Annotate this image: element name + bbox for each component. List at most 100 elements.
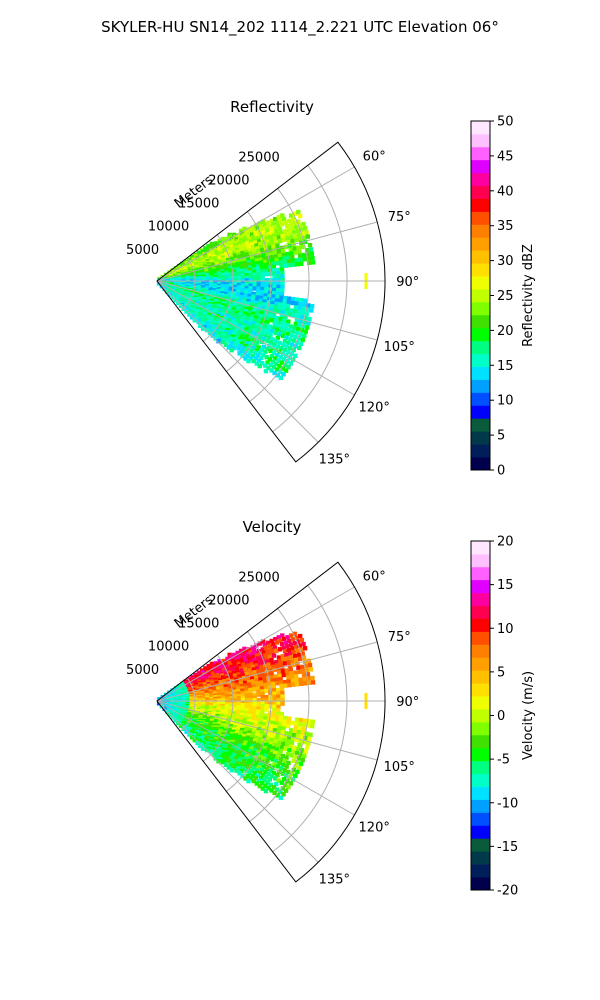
radar-gate: [247, 771, 252, 776]
radar-gate: [289, 655, 294, 660]
radar-gate: [261, 772, 266, 778]
radar-gate: [239, 292, 245, 297]
radar-gate: [279, 715, 284, 720]
radar-gate: [276, 323, 281, 329]
radar-gate: [240, 334, 245, 339]
radar-gate: [287, 682, 292, 688]
radar-gate: [252, 695, 258, 700]
radar-gate: [238, 297, 244, 302]
radar-gate: [279, 267, 285, 272]
radar-gate: [270, 255, 275, 260]
radar-gate: [278, 748, 283, 754]
radar-gate: [243, 295, 248, 301]
radar-gate: [247, 730, 252, 735]
radar-gate: [267, 744, 272, 749]
radar-gate: [262, 642, 267, 647]
colorbar-segment: [471, 605, 490, 619]
radar-gate: [235, 247, 240, 253]
radar-gate: [285, 307, 290, 312]
radar-gate: [238, 750, 243, 755]
radar-gate: [263, 293, 268, 298]
radar-gate: [294, 301, 299, 306]
radar-gate: [299, 261, 304, 266]
radar-gate: [236, 737, 241, 742]
radar-gate: [244, 273, 250, 278]
radar-gate: [237, 314, 242, 320]
radar-gate: [248, 727, 253, 733]
radar-gate: [280, 654, 285, 659]
radar-gate: [284, 232, 289, 238]
radar-gate: [243, 263, 248, 268]
radar-gate: [263, 713, 268, 718]
radar-gate: [244, 283, 250, 288]
radar-gate: [276, 708, 281, 713]
radar-gate: [256, 727, 262, 732]
radar-gate: [250, 297, 256, 302]
radar-gate: [305, 234, 310, 239]
radar-gate: [251, 345, 256, 351]
radar-gate: [242, 300, 247, 305]
radar-gate: [242, 235, 248, 241]
radar-gate: [282, 719, 288, 724]
radar-gate: [244, 249, 249, 255]
radar-gate: [241, 233, 246, 238]
radar-gate: [278, 718, 284, 724]
radar-gate: [275, 291, 281, 296]
radar-gate: [236, 726, 241, 731]
radar-gate: [279, 325, 285, 330]
radar-gate: [251, 655, 256, 660]
radar-gate: [251, 311, 256, 317]
radar-gate: [241, 346, 246, 351]
radar-gate: [309, 723, 315, 729]
radar-gate: [236, 766, 241, 771]
radar-gate: [244, 669, 249, 675]
radar-gate: [309, 308, 314, 313]
radar-gate: [238, 655, 243, 660]
radar-gate: [269, 671, 274, 677]
radar-gate: [240, 745, 246, 750]
colorbar-segment: [471, 773, 490, 787]
radar-gate: [271, 642, 276, 647]
radar-gate: [246, 742, 252, 747]
radar-gate: [301, 672, 307, 678]
radar-gate: [300, 310, 305, 316]
radar-gate: [272, 707, 277, 713]
radar-gate: [259, 224, 264, 229]
radar-gate: [253, 255, 259, 260]
radar-gate: [292, 640, 297, 646]
radar-gate: [271, 753, 277, 759]
radar-gate: [260, 667, 265, 673]
radar-gate: [262, 256, 267, 262]
radar-gate: [255, 686, 261, 692]
radar-gate: [291, 732, 297, 738]
radar-gate: [264, 278, 269, 283]
radar-gate: [229, 347, 234, 353]
radar-gate: [264, 774, 269, 780]
radar-gate: [244, 747, 249, 752]
radar-gate: [239, 668, 244, 674]
radar-gate: [240, 268, 245, 274]
radar-gate: [257, 737, 263, 742]
radar-gate: [247, 236, 252, 242]
radar-gate: [235, 761, 240, 766]
radar-gate: [240, 695, 246, 701]
radar-gate: [247, 665, 252, 671]
radar-gate: [243, 265, 249, 271]
radar-gate: [269, 329, 275, 334]
radar-gate: [176, 720, 181, 726]
radar-gate: [268, 727, 274, 732]
radar-gate: [254, 297, 260, 303]
radar-gate: [259, 712, 265, 718]
radar-gate: [198, 323, 203, 329]
range-tick-label: 10000: [148, 640, 189, 655]
azimuth-spoke: [156, 700, 319, 863]
radar-gate: [261, 352, 266, 358]
radar-gate: [279, 260, 284, 265]
radar-gate: [236, 282, 242, 288]
colorbar-segment: [471, 592, 490, 607]
range-tick-label: 15000: [178, 197, 219, 212]
radar-gate: [298, 722, 303, 727]
radar-gate: [272, 287, 277, 293]
radar-gate: [266, 736, 271, 742]
radar-gate: [286, 679, 292, 684]
